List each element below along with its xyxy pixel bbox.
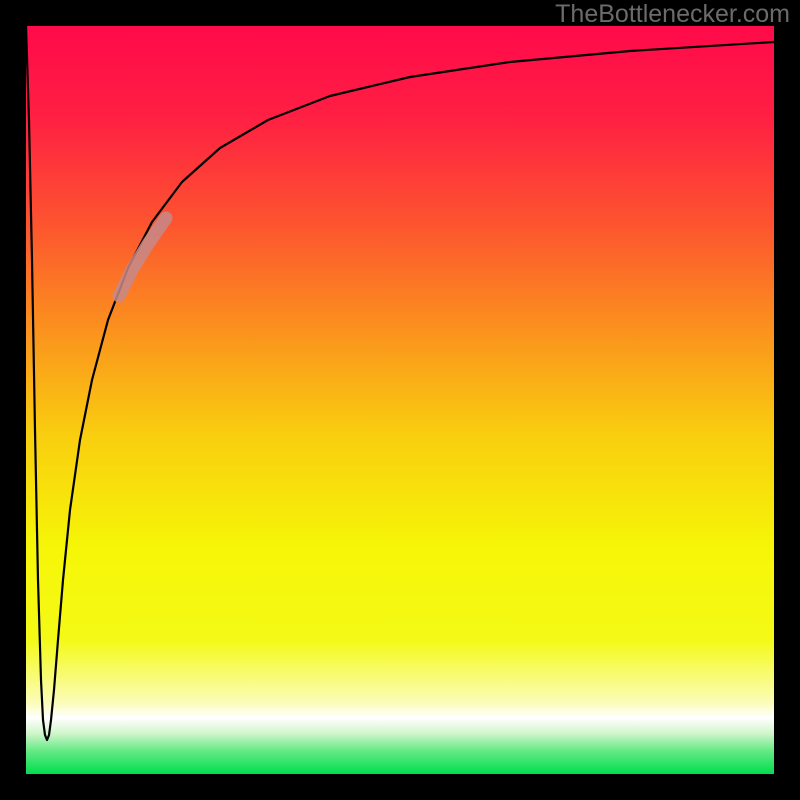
bottleneck-chart xyxy=(0,0,800,800)
chart-container: { "watermark": { "text": "TheBottlenecke… xyxy=(0,0,800,800)
plot-background xyxy=(26,26,774,774)
